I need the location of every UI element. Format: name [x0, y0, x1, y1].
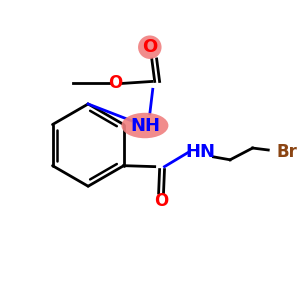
Text: Br: Br: [276, 143, 297, 161]
Text: O: O: [154, 192, 169, 210]
Text: O: O: [142, 38, 158, 56]
Text: NH: NH: [130, 116, 160, 134]
Text: HN: HN: [186, 143, 216, 161]
Text: O: O: [108, 74, 123, 92]
Ellipse shape: [122, 113, 168, 138]
Ellipse shape: [138, 35, 162, 59]
